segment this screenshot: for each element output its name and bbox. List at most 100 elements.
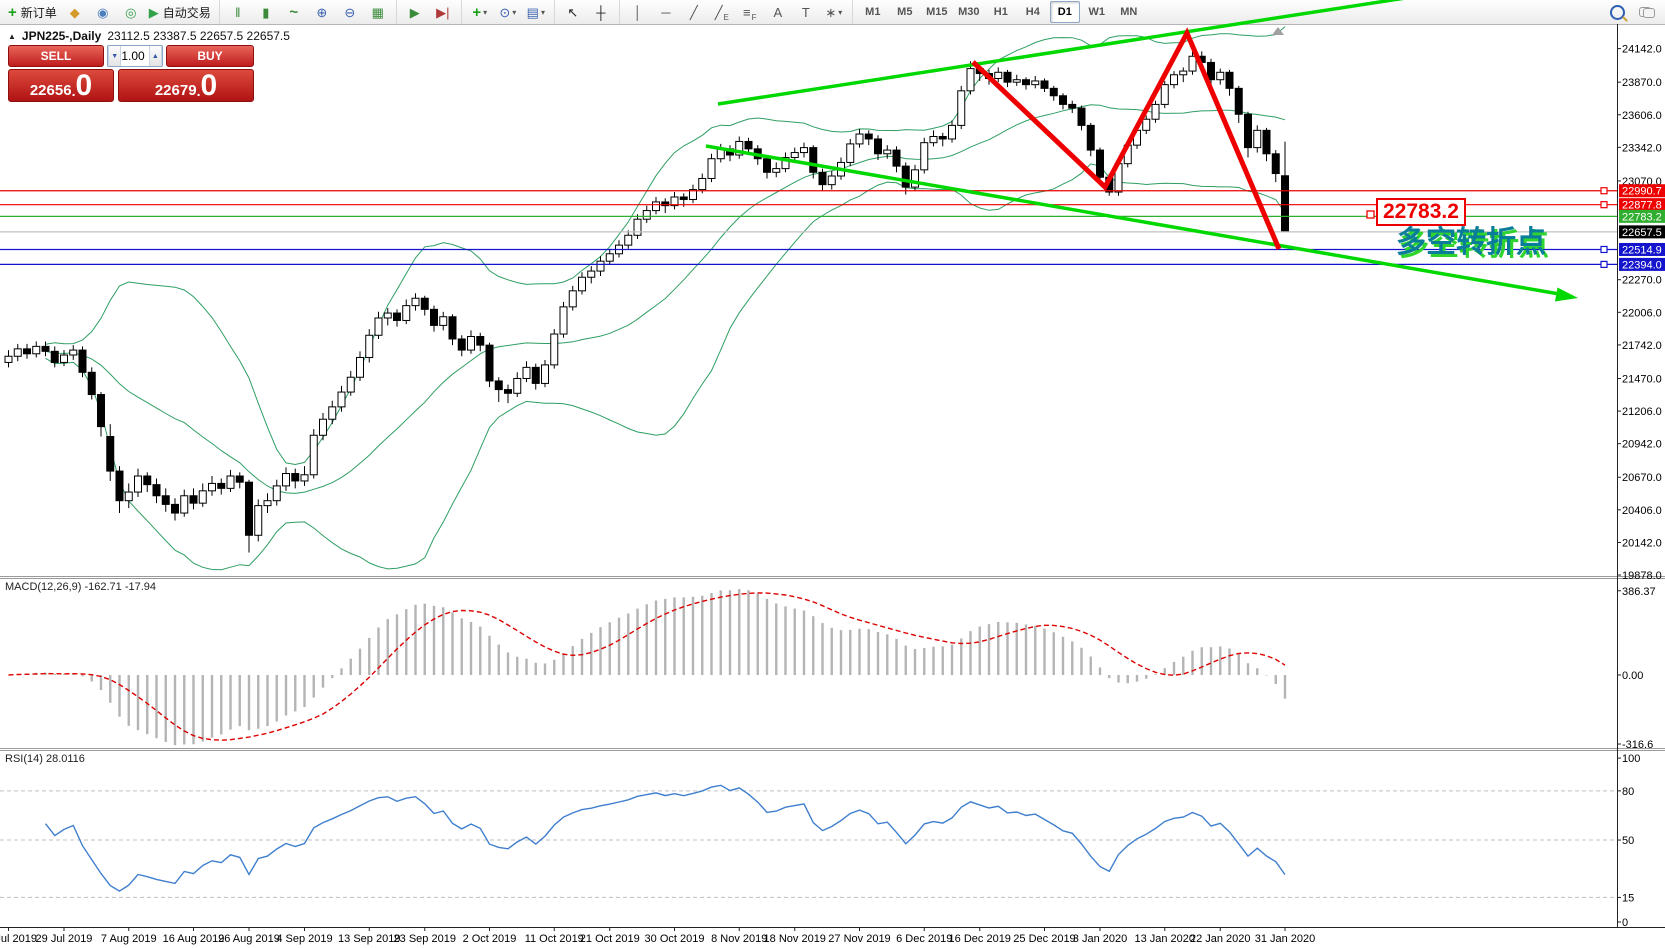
line-chart-type-icon: ~ <box>289 3 299 21</box>
fibonacci-button[interactable]: ≡ F <box>743 4 757 23</box>
text-label-button[interactable]: T <box>793 1 819 23</box>
svg-text:0.00: 0.00 <box>1622 670 1643 682</box>
timeframe-m30[interactable]: M30 <box>958 6 980 18</box>
equidistant-channel-button[interactable]: ╱ E <box>714 4 729 23</box>
timeframe-m5[interactable]: M5 <box>897 6 913 18</box>
svg-text:26 Aug 2019: 26 Aug 2019 <box>218 933 280 945</box>
text-button[interactable]: A <box>765 1 791 23</box>
volume-spinner: ▼ 1.00 ▲ <box>107 45 163 67</box>
timeframe-h1[interactable]: H1 <box>993 6 1008 18</box>
collapse-panel-icon[interactable]: ▲ <box>8 31 16 41</box>
timeframe-mn[interactable]: MN <box>1120 6 1138 18</box>
svg-text:7 Aug 2019: 7 Aug 2019 <box>101 933 157 945</box>
timeframe-h4[interactable]: H4 <box>1025 6 1040 18</box>
buy-price[interactable]: 22679. 0 <box>118 69 254 102</box>
arrows-button[interactable]: ∗ ▾ <box>825 4 843 20</box>
timeframe-m15[interactable]: M15 <box>926 6 948 18</box>
toolbar-group: ‖ ▮ ~ ⊕ ⊖ ▦ <box>218 0 396 24</box>
svg-text:16 Aug 2019: 16 Aug 2019 <box>163 933 225 945</box>
timeframe-m1[interactable]: M1 <box>865 6 881 18</box>
chart-profiles-button[interactable]: ◆ <box>62 1 88 23</box>
auto-scroll-icon: ▶ <box>409 4 420 20</box>
svg-text:22877.8: 22877.8 <box>1622 200 1662 212</box>
svg-text:23870.0: 23870.0 <box>1622 77 1662 89</box>
toolbar: + 新订单 ◆ ◉ ◎ ▶ 自动交易 ‖ ▮ ~ ⊕ ⊖ ▦ ▶ ▶| + ▾ ⊙ ▾ ▤ ▾ ↖ ┼ │ ─ ╱ ╱ E ≡ F A T ∗ ▾… <box>0 0 1665 25</box>
svg-text:19878.0: 19878.0 <box>1622 570 1662 582</box>
svg-text:22990.7: 22990.7 <box>1622 186 1662 198</box>
templates-button[interactable]: ▤ ▾ <box>526 4 545 20</box>
zoom-out-button[interactable]: ⊖ <box>337 1 363 23</box>
new-order-icon: + <box>8 3 17 21</box>
equidistant-channel-icon: ╱ <box>714 4 723 20</box>
svg-text:80: 80 <box>1622 786 1634 798</box>
candle-chart-type-button[interactable]: ▮ <box>253 1 279 23</box>
crosshair-icon: ┼ <box>596 4 606 20</box>
symbol-period-label: JPN225-,Daily <box>21 29 102 43</box>
chart-area[interactable] <box>0 24 1617 928</box>
svg-text:29 Jul 2019: 29 Jul 2019 <box>36 933 93 945</box>
svg-text:0: 0 <box>1622 917 1628 929</box>
sell-button[interactable]: SELL <box>8 45 104 67</box>
periods-icon: ⊙ <box>499 4 511 20</box>
svg-text:25 Dec 2019: 25 Dec 2019 <box>1013 933 1075 945</box>
turning-point-annotation: 多空转折点 <box>1396 226 1546 259</box>
macd-label: MACD(12,26,9) -162.71 -17.94 <box>5 581 157 593</box>
templates-icon: ▤ <box>526 4 539 20</box>
timeframe-group: M1 M5 M15 M30 H1 H4 D1 W1 MN <box>851 0 1149 24</box>
svg-text:18 Nov 2019: 18 Nov 2019 <box>764 933 826 945</box>
periods-button[interactable]: ⊙ ▾ <box>499 4 517 20</box>
buy-button[interactable]: BUY <box>166 45 254 67</box>
search-icon[interactable] <box>1610 4 1625 20</box>
svg-text:20670.0: 20670.0 <box>1622 472 1662 484</box>
svg-text:20942.0: 20942.0 <box>1622 439 1662 451</box>
svg-text:2 Oct 2019: 2 Oct 2019 <box>463 933 517 945</box>
cursor-icon: ↖ <box>567 4 579 20</box>
sell-price[interactable]: 22656. 0 <box>8 69 114 102</box>
svg-text:21206.0: 21206.0 <box>1622 406 1662 418</box>
toolbar-group: + 新订单 ◆ ◉ ◎ ▶ 自动交易 <box>0 0 219 24</box>
bar-chart-type-icon: ‖ <box>235 4 241 20</box>
svg-text:13 Jan 2020: 13 Jan 2020 <box>1134 933 1195 945</box>
volume-increase-button[interactable]: ▲ <box>148 46 162 66</box>
signals-button[interactable]: ◎ <box>118 1 144 23</box>
toolbar-group: ▶ ▶| <box>395 0 461 24</box>
auto-trading-button[interactable]: ▶ 自动交易 <box>146 1 214 23</box>
zoom-in-button[interactable]: ⊕ <box>309 1 335 23</box>
one-click-trading-panel: SELL ▼ 1.00 ▲ BUY 22656. 0 22679. 0 <box>8 45 254 102</box>
cursor-button[interactable]: ↖ <box>560 1 586 23</box>
indicators-icon: + <box>472 3 482 21</box>
crosshair-button[interactable]: ┼ <box>588 1 614 23</box>
volume-input[interactable]: 1.00 <box>121 49 145 63</box>
line-chart-type-button[interactable]: ~ <box>281 1 307 23</box>
horizontal-line-button[interactable]: ─ <box>653 1 679 23</box>
svg-text:4 Sep 2019: 4 Sep 2019 <box>276 933 332 945</box>
svg-text:22006.0: 22006.0 <box>1622 307 1662 319</box>
timeframe-w1[interactable]: W1 <box>1088 6 1106 18</box>
svg-text:20142.0: 20142.0 <box>1622 537 1662 549</box>
svg-text:-316.6: -316.6 <box>1622 739 1653 751</box>
data-window-button[interactable]: ◉ <box>90 1 116 23</box>
auto-scroll-button[interactable]: ▶ <box>402 1 428 23</box>
tile-windows-icon: ▦ <box>371 4 384 20</box>
new-order-button[interactable]: + 新订单 <box>5 1 60 23</box>
fibonacci-icon: ≡ <box>743 4 751 20</box>
timeframe-d1[interactable]: D1 <box>1049 1 1080 23</box>
bar-chart-type-button[interactable]: ‖ <box>225 1 251 23</box>
candle-chart-type-icon: ▮ <box>262 4 270 20</box>
auto-trading-icon: ▶ <box>148 4 159 20</box>
volume-decrease-button[interactable]: ▼ <box>108 46 122 66</box>
vertical-line-button[interactable]: │ <box>625 1 651 23</box>
toolbar-group: │ ─ ╱ ╱ E ≡ F A T ∗ ▾ <box>618 0 852 24</box>
chart-shift-icon: ▶| <box>436 4 450 20</box>
chart-shift-button[interactable]: ▶| <box>430 1 456 23</box>
horizontal-line-icon: ─ <box>661 4 671 20</box>
tile-windows-button[interactable]: ▦ <box>365 1 391 23</box>
indicators-button[interactable]: + ▾ <box>472 3 488 21</box>
trendline-button[interactable]: ╱ <box>681 1 707 23</box>
svg-text:13 Sep 2019: 13 Sep 2019 <box>338 933 400 945</box>
svg-text:22270.0: 22270.0 <box>1622 275 1662 287</box>
svg-text:21 Oct 2019: 21 Oct 2019 <box>580 933 640 945</box>
svg-text:22657.5: 22657.5 <box>1622 227 1662 239</box>
community-chat-icon[interactable] <box>1639 6 1655 18</box>
ohlc-values: 23112.5 23387.5 22657.5 22657.5 <box>107 29 290 43</box>
